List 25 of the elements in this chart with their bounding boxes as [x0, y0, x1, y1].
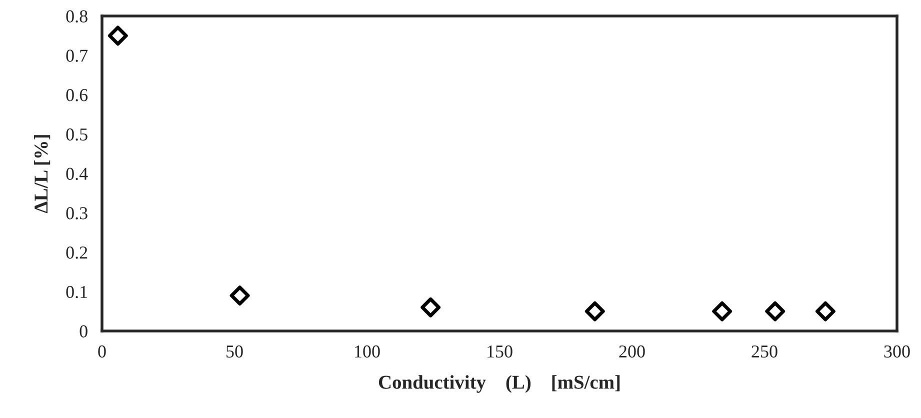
x-tick-label: 300: [884, 345, 910, 358]
y-tick-label: 0.2: [66, 246, 88, 259]
y-tick-label: 0.3: [66, 207, 88, 220]
point: [230, 286, 250, 306]
y-tick-label: 0.4: [66, 168, 88, 180]
x-tick-label: 200: [619, 345, 645, 358]
point: [420, 297, 441, 318]
point: [765, 301, 786, 322]
point: [712, 301, 732, 322]
x-tick-label: 100: [355, 345, 380, 358]
y-tick-label: 0.5: [66, 128, 88, 141]
y-tick-label: 0.7: [66, 50, 88, 62]
point: [108, 26, 128, 46]
y-tick-label: 0: [80, 325, 88, 338]
y-tick-label: 0.6: [66, 89, 88, 102]
x-axis-title: Conductivity (L) [mS/cm]: [378, 375, 620, 393]
x-tick-label: 50: [226, 345, 243, 358]
point: [584, 301, 605, 322]
y-tick-label: 0.1: [66, 286, 88, 298]
x-tick-label: 250: [752, 345, 778, 358]
y-axis-title: ΔL/L [%]: [34, 135, 50, 214]
y-tick-label: 0.8: [66, 10, 88, 23]
x-tick-label: 150: [488, 345, 512, 358]
point: [816, 301, 836, 322]
x-tick-label: 0: [98, 345, 106, 358]
